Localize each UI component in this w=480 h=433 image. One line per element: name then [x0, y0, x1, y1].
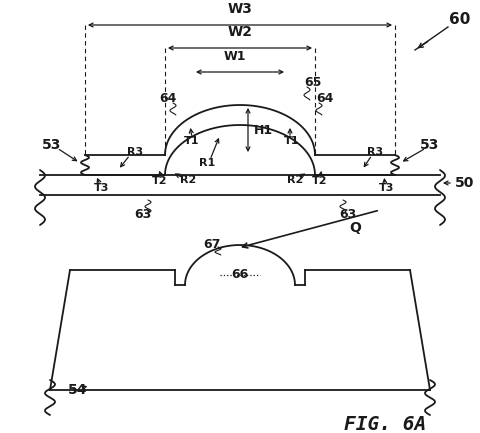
Text: 65: 65	[304, 75, 322, 88]
Text: T3: T3	[379, 183, 395, 193]
Text: W2: W2	[228, 25, 252, 39]
Text: T2: T2	[312, 176, 328, 186]
Text: 66: 66	[231, 268, 249, 281]
Text: R2: R2	[180, 175, 196, 185]
Text: 67: 67	[204, 239, 221, 252]
Text: T2: T2	[152, 176, 168, 186]
Text: R1: R1	[199, 158, 215, 168]
Text: 50: 50	[455, 176, 474, 190]
Text: 63: 63	[339, 209, 357, 222]
Text: R2: R2	[287, 175, 303, 185]
Text: 53: 53	[42, 138, 62, 152]
Text: H1: H1	[254, 123, 273, 136]
Text: 63: 63	[134, 209, 152, 222]
Text: 64: 64	[159, 91, 177, 104]
Text: T3: T3	[94, 183, 110, 193]
Text: T1: T1	[184, 136, 200, 146]
Text: 64: 64	[316, 91, 334, 104]
Text: W1: W1	[224, 50, 246, 63]
Text: 60: 60	[449, 13, 471, 28]
Text: FIG. 6A: FIG. 6A	[344, 416, 426, 433]
Text: W3: W3	[228, 2, 252, 16]
Text: R3: R3	[367, 147, 383, 157]
Text: T1: T1	[284, 136, 300, 146]
Text: R3: R3	[127, 147, 143, 157]
Text: 53: 53	[420, 138, 440, 152]
Text: Q: Q	[349, 221, 361, 235]
Text: 54: 54	[68, 383, 88, 397]
